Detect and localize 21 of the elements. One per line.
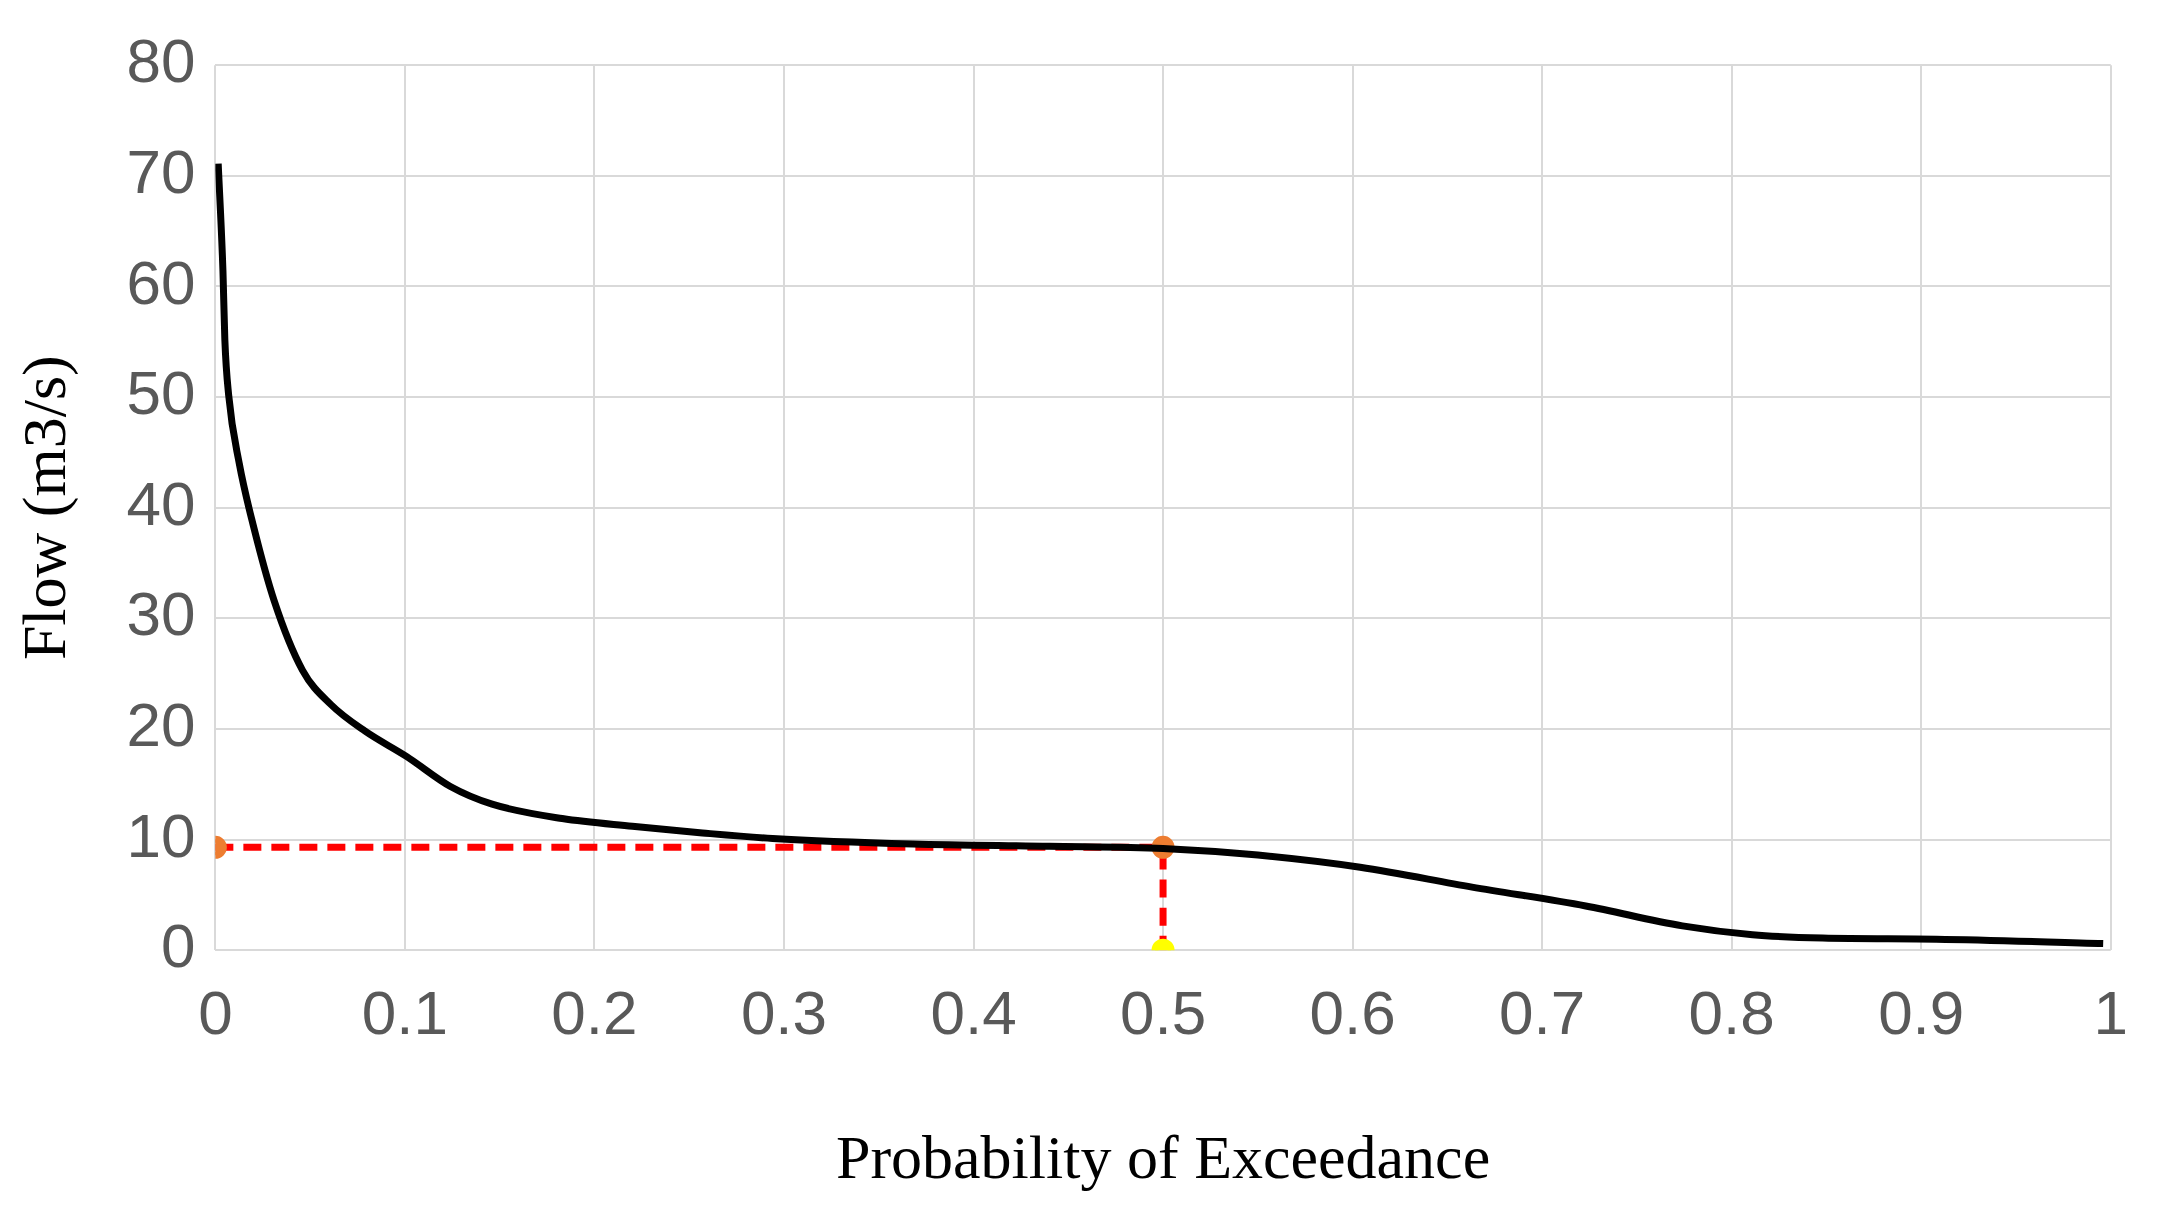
x-tick-label: 0.1 [361, 978, 448, 1048]
y-tick-label: 80 [126, 26, 196, 96]
x-tick-label: 1 [2093, 978, 2128, 1048]
y-tick-label: 10 [126, 800, 196, 870]
y-tick-label: 0 [160, 911, 196, 981]
x-axis-title: Probability of Exceedance [835, 1123, 1491, 1192]
y-tick-label: 60 [126, 247, 196, 317]
y-tick-label: 40 [126, 468, 196, 538]
y-tick-label: 50 [126, 358, 196, 428]
x-tick-label: 0.9 [1878, 978, 1965, 1048]
x-tick-label: 0.6 [1309, 978, 1396, 1048]
y-tick-label: 20 [126, 690, 196, 760]
x-tick-label: 0.4 [930, 978, 1017, 1048]
x-tick-label: 0.5 [1119, 978, 1207, 1048]
x-tick-label: 0.7 [1499, 978, 1586, 1048]
y-tick-label: 30 [126, 579, 196, 649]
y-axis-title: Flow (m3/s) [10, 355, 80, 661]
x-tick-label: 0.3 [740, 978, 828, 1048]
y-tick-label: 70 [126, 136, 196, 206]
x-tick-label: 0.8 [1688, 978, 1775, 1048]
x-tick-label: 0.2 [551, 978, 638, 1048]
